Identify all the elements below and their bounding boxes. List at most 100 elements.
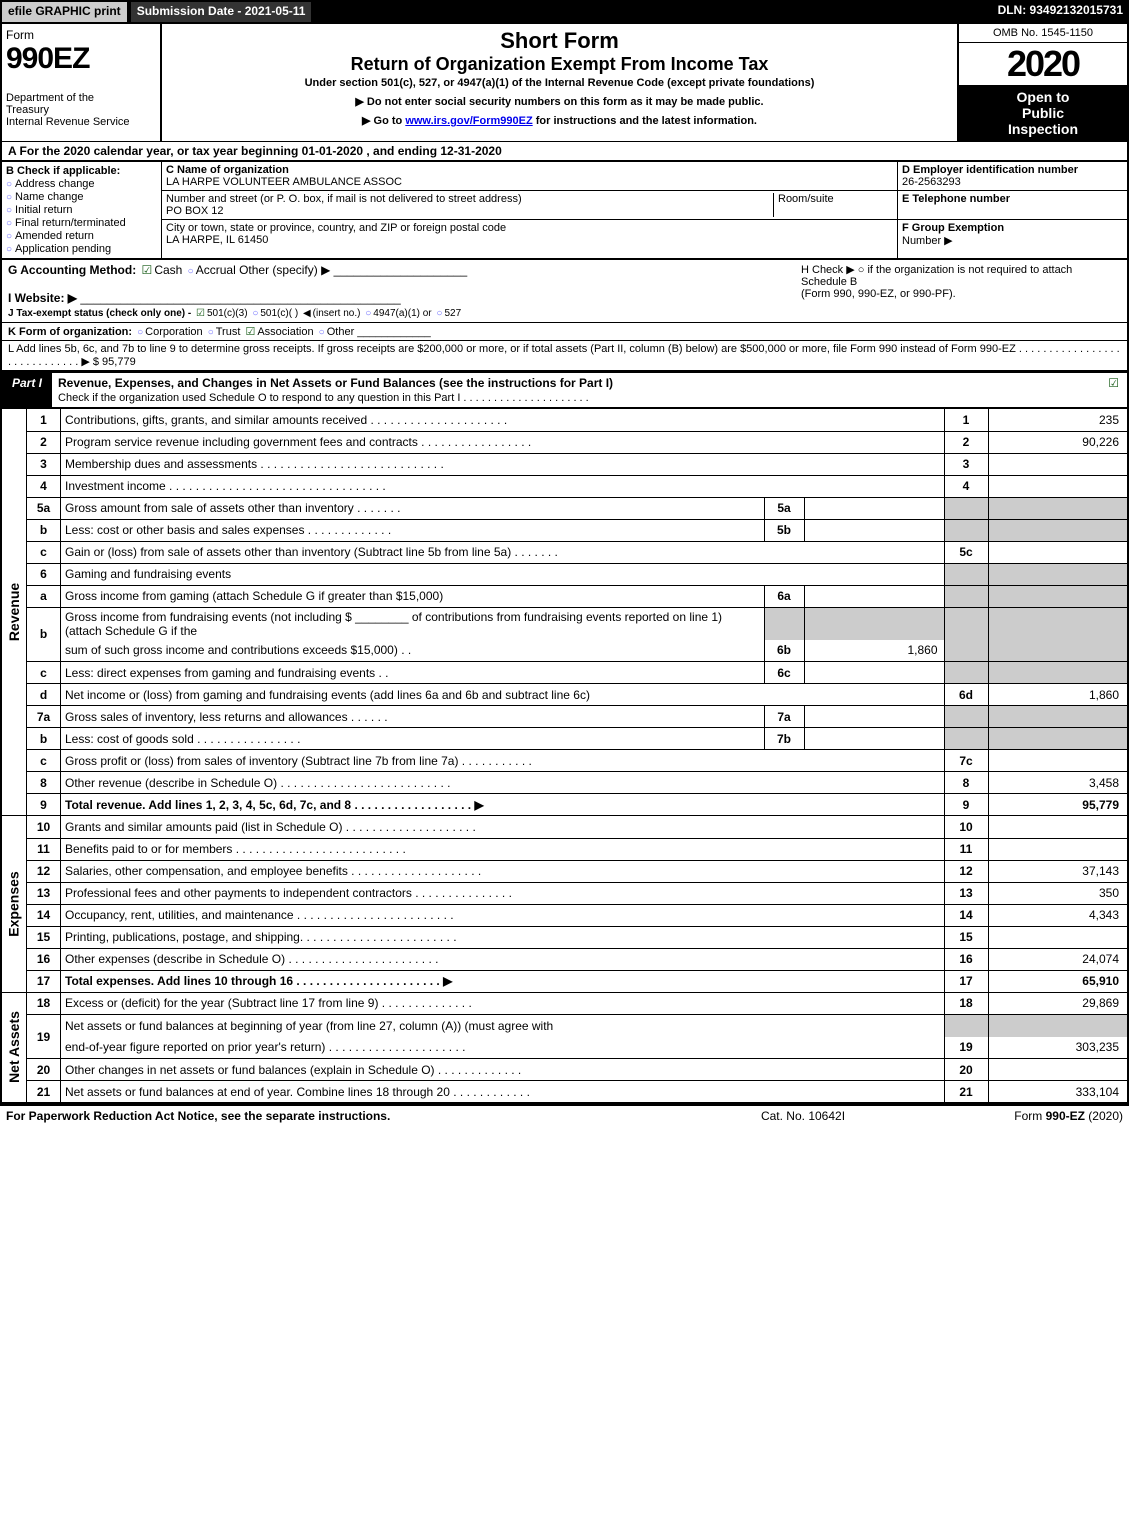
l4-val bbox=[988, 475, 1128, 497]
l19-val: 303,235 bbox=[988, 1037, 1128, 1059]
l7a-mn: 7a bbox=[764, 706, 804, 728]
footer-formref: Form 990-EZ (2020) bbox=[923, 1109, 1123, 1123]
k-label: K Form of organization: bbox=[8, 326, 132, 338]
l5b-grey bbox=[944, 519, 988, 541]
l5b-mn: 5b bbox=[764, 519, 804, 541]
addr-label: Number and street (or P. O. box, if mail… bbox=[166, 193, 522, 205]
org-address: PO BOX 12 bbox=[166, 205, 223, 217]
l14-desc: Occupancy, rent, utilities, and maintena… bbox=[61, 904, 945, 926]
open-public-inspection: Open to Public Inspection bbox=[959, 85, 1127, 141]
l6b-greyd bbox=[988, 607, 1128, 640]
l21-num: 21 bbox=[27, 1081, 61, 1103]
revenue-side-label: Revenue bbox=[2, 409, 26, 816]
l15-num: 15 bbox=[27, 926, 61, 948]
l6a-grey bbox=[944, 585, 988, 607]
l8-rnum: 8 bbox=[944, 772, 988, 794]
l6c-grey bbox=[944, 662, 988, 684]
l5a-num: 5a bbox=[27, 497, 61, 519]
i-label: I Website: ▶ bbox=[8, 291, 77, 305]
l13-rnum: 13 bbox=[944, 882, 988, 904]
chk-other-org[interactable]: Other bbox=[317, 326, 355, 338]
note-ssn: ▶ Do not enter social security numbers o… bbox=[166, 95, 953, 108]
footer-paperwork: For Paperwork Reduction Act Notice, see … bbox=[6, 1109, 683, 1123]
l10-num: 10 bbox=[27, 816, 61, 838]
g-label: G Accounting Method: bbox=[8, 263, 136, 277]
org-name: LA HARPE VOLUNTEER AMBULANCE ASSOC bbox=[166, 176, 402, 188]
submission-date-button[interactable]: Submission Date - 2021-05-11 bbox=[130, 1, 313, 23]
l16-num: 16 bbox=[27, 948, 61, 970]
chk-initial-return[interactable]: Initial return bbox=[6, 204, 157, 216]
chk-name-change[interactable]: Name change bbox=[6, 191, 157, 203]
l19-num: 19 bbox=[27, 1015, 61, 1059]
tax-year: 2020 bbox=[959, 43, 1127, 85]
l16-desc: Other expenses (describe in Schedule O) … bbox=[61, 948, 945, 970]
chk-application-pending[interactable]: Application pending bbox=[6, 243, 157, 255]
l5a-mn: 5a bbox=[764, 497, 804, 519]
l9-val: 95,779 bbox=[988, 794, 1128, 816]
g-other: Other (specify) ▶ bbox=[239, 263, 330, 277]
chk-cash[interactable]: Cash bbox=[140, 263, 183, 277]
l17-num: 17 bbox=[27, 970, 61, 992]
l6b-greyb bbox=[804, 607, 944, 640]
chk-527[interactable]: 527 bbox=[434, 308, 461, 319]
l5a-desc: Gross amount from sale of assets other t… bbox=[61, 497, 765, 519]
irs-link[interactable]: www.irs.gov/Form990EZ bbox=[405, 115, 532, 127]
chk-amended-return[interactable]: Amended return bbox=[6, 230, 157, 242]
inspect-3: Inspection bbox=[1008, 121, 1078, 137]
chk-4947[interactable]: 4947(a)(1) or bbox=[363, 308, 431, 319]
l6c-desc: Less: direct expenses from gaming and fu… bbox=[61, 662, 765, 684]
l11-rnum: 11 bbox=[944, 838, 988, 860]
col-d-ein: D Employer identification number 26-2563… bbox=[897, 162, 1127, 258]
form-word: Form bbox=[6, 28, 156, 42]
l16-rnum: 16 bbox=[944, 948, 988, 970]
l6b-grey2 bbox=[988, 640, 1128, 662]
efile-print-button[interactable]: efile GRAPHIC print bbox=[1, 1, 128, 23]
l12-num: 12 bbox=[27, 860, 61, 882]
l6a-mn: 6a bbox=[764, 585, 804, 607]
l11-val bbox=[988, 838, 1128, 860]
part1-chkbox[interactable] bbox=[1100, 373, 1127, 407]
chk-final-return[interactable]: Final return/terminated bbox=[6, 217, 157, 229]
insert-no: (insert no.) bbox=[301, 308, 361, 319]
chk-corp[interactable]: Corporation bbox=[135, 326, 203, 338]
l21-desc: Net assets or fund balances at end of ye… bbox=[61, 1081, 945, 1103]
footer-catno: Cat. No. 10642I bbox=[683, 1109, 923, 1123]
form-header-left: Form 990EZ Department of the Treasury In… bbox=[2, 24, 162, 141]
expenses-table: 10Grants and similar amounts paid (list … bbox=[26, 816, 1129, 993]
header-block: B Check if applicable: Address change Na… bbox=[0, 162, 1129, 260]
chk-assoc[interactable]: Association bbox=[243, 326, 313, 338]
l8-desc: Other revenue (describe in Schedule O) .… bbox=[61, 772, 945, 794]
dept-line3: Internal Revenue Service bbox=[6, 116, 130, 128]
h-text: H Check ▶ ○ if the organization is not r… bbox=[801, 264, 1072, 288]
l8-num: 8 bbox=[27, 772, 61, 794]
chk-address-change[interactable]: Address change bbox=[6, 178, 157, 190]
chk-501c3[interactable]: 501(c)(3) bbox=[194, 308, 248, 319]
l13-val: 350 bbox=[988, 882, 1128, 904]
netassets-side-label: Net Assets bbox=[2, 993, 26, 1104]
l20-rnum: 20 bbox=[944, 1059, 988, 1081]
h-text2: (Form 990, 990-EZ, or 990-PF). bbox=[801, 288, 956, 300]
l18-rnum: 18 bbox=[944, 993, 988, 1015]
l6d-val: 1,860 bbox=[988, 684, 1128, 706]
l6c-mn: 6c bbox=[764, 662, 804, 684]
chk-501c[interactable]: 501(c)( ) bbox=[250, 308, 298, 319]
l3-rnum: 3 bbox=[944, 453, 988, 475]
l16-val: 24,074 bbox=[988, 948, 1128, 970]
l5a-grey2 bbox=[988, 497, 1128, 519]
l19-desc2: end-of-year figure reported on prior yea… bbox=[61, 1037, 945, 1059]
l14-val: 4,343 bbox=[988, 904, 1128, 926]
col-b-check-applicable: B Check if applicable: Address change Na… bbox=[2, 162, 162, 258]
l11-num: 11 bbox=[27, 838, 61, 860]
l7c-rnum: 7c bbox=[944, 750, 988, 772]
chk-trust[interactable]: Trust bbox=[206, 326, 241, 338]
l6a-grey2 bbox=[988, 585, 1128, 607]
l12-val: 37,143 bbox=[988, 860, 1128, 882]
l8-val: 3,458 bbox=[988, 772, 1128, 794]
j-label: J Tax-exempt status (check only one) - bbox=[8, 308, 191, 319]
l2-rnum: 2 bbox=[944, 431, 988, 453]
org-addr-row: Number and street (or P. O. box, if mail… bbox=[162, 191, 897, 220]
chk-accrual[interactable]: Accrual bbox=[186, 263, 236, 277]
l2-val: 90,226 bbox=[988, 431, 1128, 453]
b-title: B Check if applicable: bbox=[6, 165, 120, 177]
l7a-grey2 bbox=[988, 706, 1128, 728]
